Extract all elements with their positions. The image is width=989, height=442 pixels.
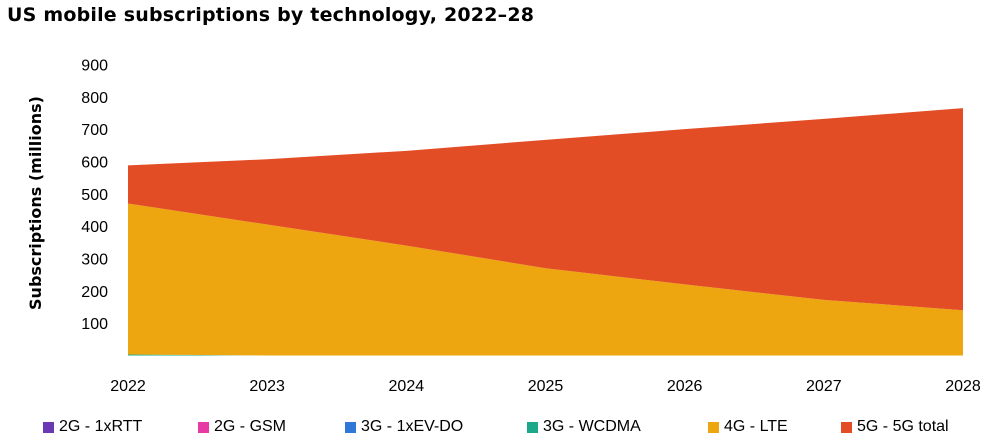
x-tick-label: 2024 xyxy=(389,378,425,395)
legend-label: 2G - 1xRTT xyxy=(59,418,143,435)
y-tick-label: 700 xyxy=(81,122,108,139)
legend-item: 4G - LTE xyxy=(708,418,788,436)
legend-swatch xyxy=(708,421,719,433)
area-4g-lte xyxy=(128,203,963,356)
y-tick-labels: 100 200 300 400 500 600 700 800 900 xyxy=(81,58,108,334)
legend-item: 3G - WCDMA xyxy=(527,418,641,436)
legend-label: 3G - WCDMA xyxy=(543,418,641,435)
legend-item: 5G - 5G total xyxy=(841,418,949,436)
legend-swatch xyxy=(43,421,54,433)
chart-title: US mobile subscriptions by technology, 2… xyxy=(7,4,535,26)
x-tick-label: 2027 xyxy=(806,378,842,395)
legend: 2G - 1xRTT 2G - GSM 3G - 1xEV-DO 3G - WCDMA… xyxy=(0,418,989,442)
area-3g-wcdma xyxy=(128,354,963,356)
y-tick-label: 500 xyxy=(81,187,108,204)
y-tick-label: 400 xyxy=(81,219,108,236)
y-tick-label: 800 xyxy=(81,90,108,107)
legend-swatch xyxy=(198,421,209,433)
x-tick-label: 2025 xyxy=(528,378,564,395)
legend-label: 4G - LTE xyxy=(724,418,788,435)
y-axis-label: Subscriptions (millions) xyxy=(26,96,45,310)
area-5g-5g-total xyxy=(128,108,963,311)
legend-swatch xyxy=(841,421,852,433)
legend-item: 2G - GSM xyxy=(198,418,286,436)
y-tick-label: 200 xyxy=(81,284,108,301)
legend-swatch xyxy=(345,421,356,433)
series-areas xyxy=(128,108,963,356)
x-tick-label: 2026 xyxy=(667,378,703,395)
y-tick-label: 100 xyxy=(81,316,108,333)
legend-label: 3G - 1xEV-DO xyxy=(361,418,464,435)
y-tick-label: 600 xyxy=(81,155,108,172)
y-tick-label: 300 xyxy=(81,252,108,269)
legend-label: 5G - 5G total xyxy=(857,418,949,435)
x-tick-label: 2023 xyxy=(249,378,285,395)
legend-item: 2G - 1xRTT xyxy=(43,418,142,436)
x-tick-labels: 2022 2023 2024 2025 2026 2027 2028 xyxy=(110,378,981,395)
legend-swatch xyxy=(527,421,538,433)
legend-label: 2G - GSM xyxy=(214,418,287,435)
x-tick-label: 2028 xyxy=(945,378,981,395)
legend-item: 3G - 1xEV-DO xyxy=(345,418,463,436)
y-tick-label: 900 xyxy=(81,58,108,75)
x-tick-label: 2022 xyxy=(110,378,146,395)
